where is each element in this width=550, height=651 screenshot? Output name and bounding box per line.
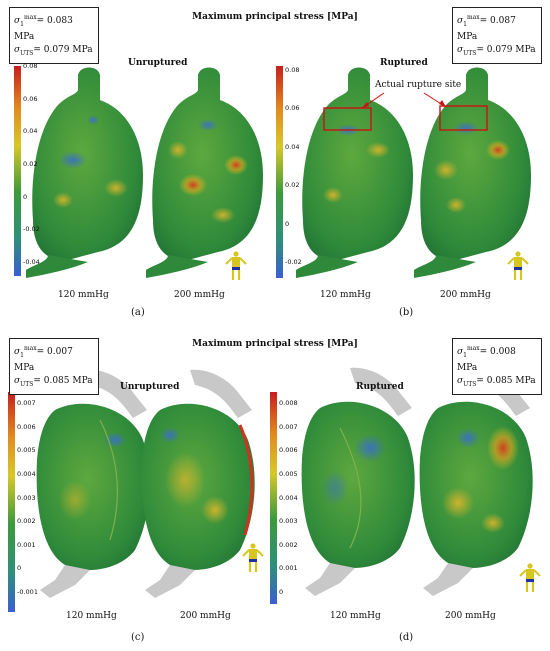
top-figure-title: Maximum principal stress [MPa] — [192, 12, 358, 22]
aneurysm-a-200 — [146, 67, 263, 278]
stress-box-d: σ1max= 0.008 MPa σUTS= 0.085 MPa — [452, 338, 542, 395]
smax-value-d: = 0.008 MPa — [457, 347, 516, 373]
colorbar-tick: 0.08 — [23, 62, 38, 70]
rupture-box-b-120 — [323, 107, 372, 131]
colorbar-tick: 0.04 — [23, 127, 38, 136]
figurine-b — [506, 250, 530, 282]
aneurysm-d-120 — [301, 367, 415, 596]
colorbar-tick: 0.004 — [279, 493, 298, 502]
aneurysm-d-200 — [419, 367, 533, 596]
figurine-d — [518, 562, 542, 594]
condition-label-d: Ruptured — [356, 382, 404, 392]
suts-value-b: = 0.079 MPa — [476, 44, 536, 55]
colorbar-tick: 0.003 — [279, 517, 298, 526]
rupture-box-b-200 — [439, 105, 488, 131]
colorbar-tick: 0.002 — [279, 540, 298, 549]
pressure-c-120: 120 mmHg — [66, 611, 117, 621]
panel-label-b: (b) — [399, 307, 414, 318]
figurine-c — [241, 542, 265, 574]
figurine-a — [224, 250, 248, 282]
colorbar-tick: 0 — [279, 588, 284, 596]
pressure-d-120: 120 mmHg — [330, 611, 381, 621]
panel-label-d: (d) — [399, 632, 414, 643]
suts-value-a: = 0.079 MPa — [33, 44, 93, 55]
aneurysm-b-200 — [414, 67, 531, 278]
colorbar-tick: 0.003 — [17, 493, 36, 502]
colorbar-tick: 0.007 — [279, 422, 298, 431]
smax-value-b: = 0.087 MPa — [457, 16, 516, 42]
aneurysm-a-120 — [26, 67, 143, 278]
colorbar-tick: 0.001 — [279, 564, 298, 573]
stress-box-b: σ1max= 0.087 MPa σUTS= 0.079 MPa — [452, 7, 542, 64]
colorbar-tick: 0 — [23, 192, 28, 201]
colorbar-tick: 0.02 — [23, 160, 38, 168]
bottom-figure-title: Maximum principal stress [MPa] — [192, 339, 358, 349]
colorbar-tick: 0 — [17, 564, 22, 573]
colorbar-b — [276, 66, 283, 278]
stress-box-a: σ1max= 0.083 MPa σUTS= 0.079 MPa — [9, 7, 99, 64]
colorbar-tick: 0.007 — [17, 399, 36, 407]
colorbar-tick: 0.005 — [279, 469, 298, 478]
colorbar-tick: 0.06 — [285, 104, 300, 113]
condition-label-a: Unruptured — [128, 58, 188, 68]
colorbar-d — [270, 392, 277, 604]
colorbar-tick: 0.006 — [279, 446, 298, 455]
colorbar-tick: -0.001 — [17, 588, 38, 596]
colorbar-tick: -0.02 — [285, 258, 302, 266]
colorbar-tick: 0.002 — [17, 517, 36, 526]
colorbar-tick: 0.005 — [17, 446, 36, 455]
pressure-d-200: 200 mmHg — [445, 611, 496, 621]
smax-value-a: = 0.083 MPa — [14, 16, 73, 42]
aneurysm-c-200 — [141, 369, 255, 598]
colorbar-tick: -0.04 — [23, 258, 40, 266]
condition-label-b: Ruptured — [380, 58, 428, 68]
pressure-a-200: 200 mmHg — [174, 290, 225, 300]
colorbar-tick: -0.02 — [23, 225, 40, 234]
colorbar-tick: 0.001 — [17, 540, 36, 549]
colorbar-tick: 0 — [285, 219, 290, 228]
colorbar-tick: 0.008 — [279, 399, 298, 407]
colorbar-tick: 0.06 — [23, 94, 38, 103]
colorbar-tick: 0.02 — [285, 181, 300, 190]
colorbar-tick: 0.04 — [285, 142, 300, 151]
stress-box-c: σ1max= 0.007 MPa σUTS= 0.085 MPa — [9, 338, 99, 395]
pressure-b-120: 120 mmHg — [320, 290, 371, 300]
suts-value-d: = 0.085 MPa — [476, 375, 536, 386]
panel-label-c: (c) — [131, 632, 145, 643]
panel-label-a: (a) — [131, 307, 145, 318]
colorbar-tick: 0.006 — [17, 422, 36, 431]
condition-label-c: Unruptured — [120, 382, 180, 392]
aneurysm-b-120 — [296, 67, 413, 278]
smax-value-c: = 0.007 MPa — [14, 347, 73, 373]
suts-value-c: = 0.085 MPa — [33, 375, 93, 386]
colorbar-tick: 0.08 — [285, 66, 300, 74]
colorbar-a — [14, 66, 21, 276]
aneurysm-c-120 — [36, 369, 150, 598]
pressure-c-200: 200 mmHg — [180, 611, 231, 621]
colorbar-c — [8, 392, 15, 612]
rupture-annotation: Actual rupture site — [375, 80, 462, 90]
pressure-b-200: 200 mmHg — [440, 290, 491, 300]
pressure-a-120: 120 mmHg — [58, 290, 109, 300]
colorbar-tick: 0.004 — [17, 469, 36, 478]
